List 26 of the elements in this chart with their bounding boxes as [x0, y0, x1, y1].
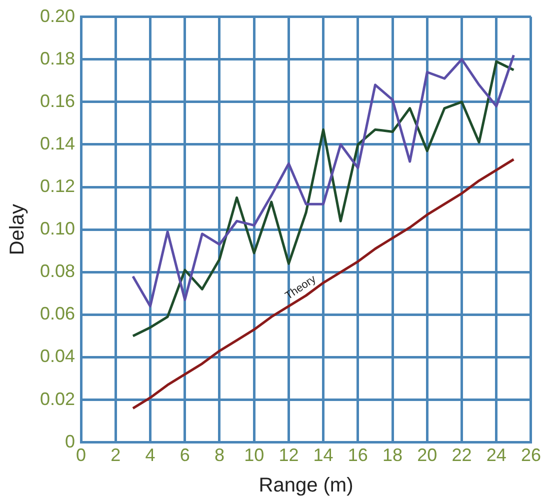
x-axis-title: Range (m) — [258, 474, 354, 497]
y-tick-label: 0.04 — [40, 346, 76, 366]
x-tick-label: 20 — [417, 445, 438, 466]
x-tick-label: 10 — [244, 445, 264, 466]
y-axis-title: Delay — [6, 204, 29, 256]
y-tick-label: 0.10 — [40, 218, 76, 239]
y-tick-label: 0.18 — [40, 48, 76, 68]
y-tick-label: 0.20 — [40, 6, 76, 26]
x-tick-label: 18 — [382, 445, 403, 466]
x-tick-label: 2 — [110, 445, 121, 466]
y-tick-label: 0 — [65, 431, 76, 452]
x-tick-label: 24 — [486, 445, 506, 466]
x-tick-label: 12 — [278, 445, 299, 466]
y-tick-label: 0.16 — [40, 90, 76, 111]
y-tick-label: 0.06 — [40, 304, 76, 324]
y-tick-label: 0.02 — [40, 388, 76, 409]
y-tick-label: 0.08 — [40, 261, 76, 282]
x-tick-label: 14 — [313, 445, 334, 466]
x-tick-label: 6 — [180, 445, 190, 466]
y-tick-label: 0.12 — [40, 176, 76, 196]
x-tick-label: 22 — [452, 445, 472, 466]
x-tick-label: 16 — [348, 445, 368, 466]
x-tick-label: 26 — [520, 445, 542, 466]
x-tick-label: 8 — [214, 445, 224, 466]
x-tick-label: 4 — [145, 445, 156, 466]
y-tick-label: 0.14 — [40, 133, 76, 154]
